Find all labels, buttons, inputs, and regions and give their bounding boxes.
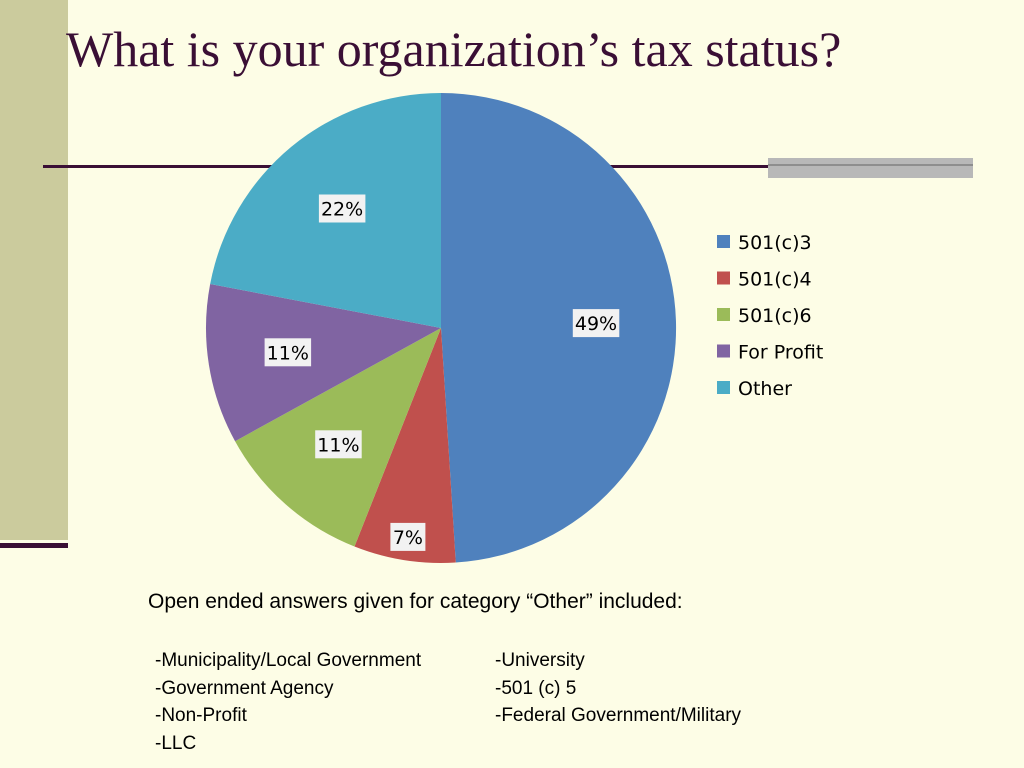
legend-swatch — [717, 271, 730, 285]
side-bar — [0, 0, 68, 540]
legend-item-501-c-4: 501(c)4 — [717, 269, 812, 291]
legend-item-501-c-3: 501(c)3 — [717, 232, 812, 254]
legend-label: 501(c)3 — [738, 232, 812, 254]
legend-swatch — [717, 344, 730, 358]
pie-slices — [205, 92, 677, 564]
other-answers-list-left: -Municipality/Local Government -Governme… — [155, 647, 421, 757]
other-answer-item: -501 (c) 5 — [495, 677, 577, 699]
data-label-box — [315, 430, 362, 459]
other-answer-item: -Non-Profit — [155, 705, 247, 726]
legend-swatch — [717, 308, 730, 321]
other-answer-item: -Government Agency — [155, 677, 334, 699]
pie-slice-for-profit — [205, 283, 441, 442]
pie-slice-501-c-4 — [354, 328, 456, 564]
data-label-box — [390, 522, 426, 551]
slide-title: What is your organization’s tax status? — [66, 21, 842, 77]
gray-accent-block — [768, 158, 973, 178]
other-answer-item: -University — [495, 650, 585, 671]
legend-item-501-c-6: 501(c)6 — [717, 305, 812, 327]
legend-label: Other — [738, 378, 792, 400]
data-label-for-profit: 11% — [264, 338, 312, 367]
data-label-text: 49% — [575, 313, 617, 335]
pie-slice-501-c-3 — [441, 92, 677, 563]
data-label-501-c-6: 11% — [315, 430, 362, 459]
side-bar-underline — [0, 543, 68, 548]
data-label-box — [264, 338, 312, 367]
legend-label: 501(c)6 — [738, 305, 812, 327]
legend-swatch — [717, 381, 730, 394]
data-label-box — [318, 194, 366, 223]
data-label-text: 11% — [317, 434, 359, 456]
other-answers-list-right: -University -501 (c) 5 -Federal Governme… — [495, 647, 741, 730]
data-label-box — [572, 309, 620, 338]
data-label-text: 7% — [393, 527, 423, 549]
data-label-text: 11% — [267, 342, 309, 364]
other-answer-item: -Federal Government/Military — [495, 705, 742, 726]
legend-label: 501(c)4 — [738, 269, 812, 291]
other-answer-item: -Municipality/Local Government — [155, 650, 422, 671]
legend-item-other: Other — [717, 378, 792, 400]
data-label-other: 22% — [318, 194, 366, 223]
other-answer-item: -LLC — [155, 732, 197, 754]
data-label-501-c-4: 7% — [390, 522, 426, 551]
legend-item-for-profit: For Profit — [717, 342, 823, 364]
legend-label: For Profit — [738, 342, 823, 364]
gray-accent-stripe — [768, 164, 973, 166]
pie-data-labels: 49% 7% 11% 11% 22% — [264, 194, 620, 551]
other-answers-intro: Open ended answers given for category “O… — [148, 590, 683, 613]
data-label-text: 22% — [321, 199, 363, 221]
chart-legend: 501(c)3 501(c)4 501(c)6 For Profit Other — [717, 232, 823, 400]
data-label-501-c-3: 49% — [572, 309, 620, 338]
legend-swatch — [717, 235, 730, 248]
